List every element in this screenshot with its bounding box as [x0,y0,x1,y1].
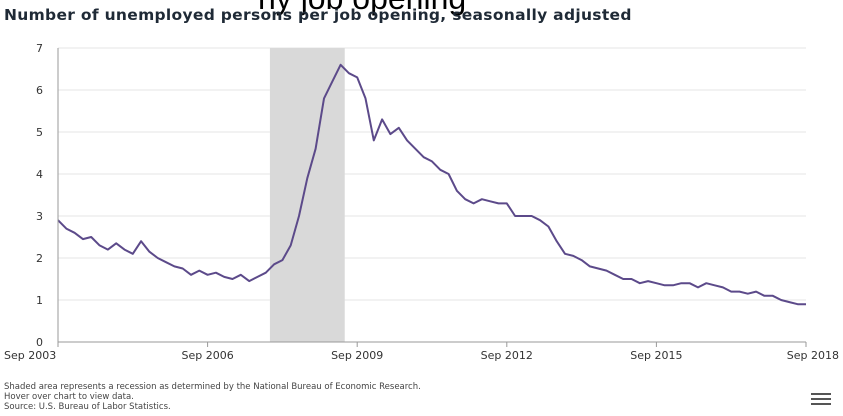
recession-shading-layer [269,48,345,342]
x-tick-label-4: Sep 2015 [630,349,682,362]
menu-bar [811,403,831,405]
source-note: Source: U.S. Bureau of Labor Statistics. [4,402,171,412]
y-tick-label-5: 5 [36,126,43,139]
y-tick-label-2: 2 [36,252,43,265]
recession-shading [269,48,345,342]
y-tick-label-3: 3 [36,210,43,223]
chart-title: Number of unemployed persons per job ope… [4,6,632,24]
x-tick-label-3: Sep 2012 [481,349,533,362]
top-cut-banner: ny job opening [0,0,843,26]
x-axis-tick-labels: Sep 2003 Sep 2006 Sep 2009 Sep 2012 Sep 2015… [4,342,839,362]
axes [57,48,806,343]
line-chart[interactable]: 0 1 2 3 4 5 6 7 Sep 2003 Sep 2006 Sep 2009 Sep 201… [0,0,843,380]
x-tick-label-1: Sep 2006 [181,349,233,362]
x-tick-label-2: Sep 2009 [331,349,383,362]
menu-bar [811,398,831,400]
y-tick-label-1: 1 [36,294,43,307]
series-layer [57,63,806,306]
recession-note: Shaded area represents a recession as de… [4,382,421,392]
y-tick-label-4: 4 [36,168,43,181]
series-line-0[interactable] [57,63,806,306]
menu-bar [811,393,831,395]
x-tick-label-5: Sep 2018 [787,349,839,362]
y-tick-label-0: 0 [36,336,43,349]
x-tick-label-0: Sep 2003 [4,349,56,362]
y-tick-label-7: 7 [36,42,43,55]
y-axis-tick-labels: 0 1 2 3 4 5 6 7 [36,42,43,349]
grid-lines [58,47,806,301]
hover-note: Hover over chart to view data. [4,392,134,402]
cut-banner-text: ny job opening [258,0,466,17]
y-tick-label-6: 6 [36,84,43,97]
hamburger-menu-icon[interactable] [811,393,831,405]
